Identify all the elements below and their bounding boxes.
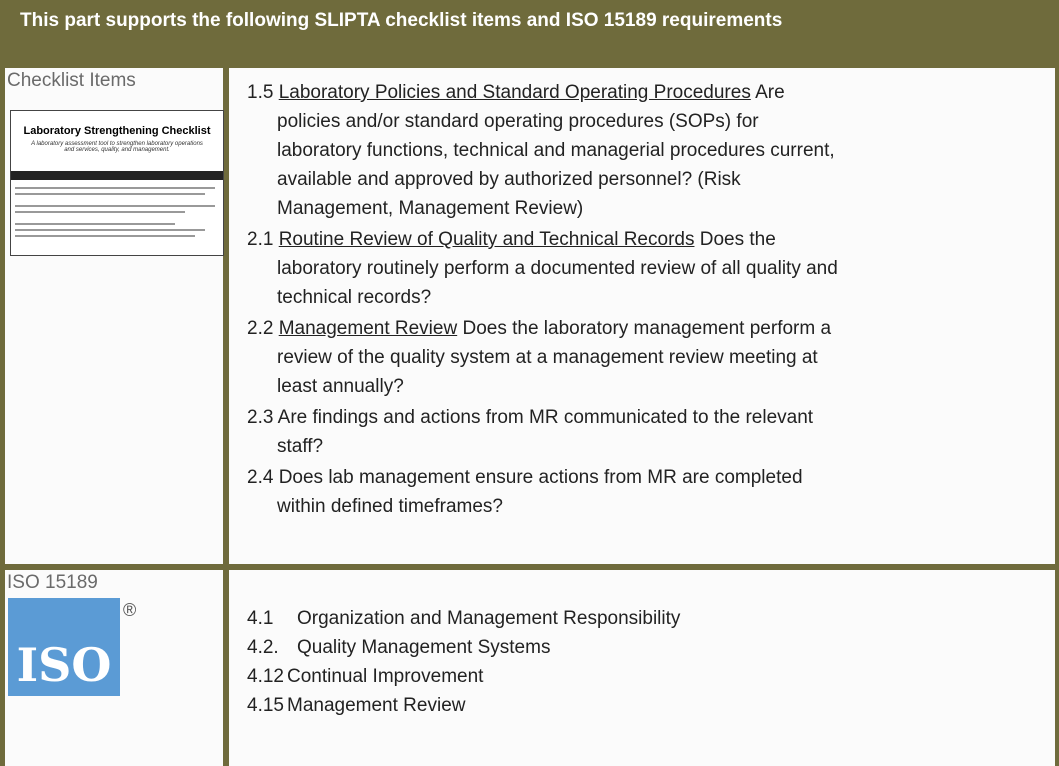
item-number: 4.2. [247,637,279,658]
iso-item: 4.12 Continual Improvement [247,662,947,691]
item-text: Does the laboratory routinely perform a … [277,229,838,308]
thumbnail-line [15,193,205,195]
iso-label: ISO 15189 [7,572,98,593]
item-text: Does the laboratory management perform a… [277,318,832,397]
thumbnail-title: Laboratory Strengthening Checklist [23,125,211,137]
item-title: Laboratory Policies and Standard Operati… [278,82,751,103]
item-text: Management Review [287,695,466,716]
item-text: Quality Management Systems [297,637,551,658]
checklist-items: 1.5 Laboratory Policies and Standard Ope… [247,78,847,523]
iso-item: 4.15 Management Review [247,691,947,720]
item-text: Are findings and actions from MR communi… [277,407,814,457]
iso-items-cell: 4.1 Organization and Management Responsib… [229,570,1055,766]
item-title: Management Review [278,318,458,339]
checklist-item: 2.2 Management Review Does the laborator… [247,314,847,401]
item-text: Does lab management ensure actions from … [277,467,803,517]
item-number: 4.12 [247,666,284,687]
thumbnail-line [15,211,185,213]
item-number: 2.2 [247,318,274,339]
item-number: 1.5 [247,82,274,103]
checklist-item: 2.3 Are findings and actions from MR com… [247,403,847,461]
item-text: Continual Improvement [287,666,484,687]
iso-item: 4.1 Organization and Management Responsib… [247,604,947,633]
thumbnail-line [15,229,205,231]
checklist-item: 2.1 Routine Review of Quality and Techni… [247,225,847,312]
thumbnail-line [15,205,215,207]
item-number: 2.3 [247,407,274,428]
checklist-label: Checklist Items [7,70,136,91]
item-text: Are policies and/or standard operating p… [277,82,835,219]
iso-label-cell: ISO 15189 ISO ® [5,570,223,766]
iso-logo: ISO [8,598,120,696]
item-title: Routine Review of Quality and Technical … [278,229,695,250]
thumbnail-line [15,235,195,237]
iso-registered-mark: ® [123,600,137,620]
thumbnail-line [15,187,215,189]
item-number: 4.1 [247,608,274,629]
item-number: 2.1 [247,229,274,250]
checklist-thumbnail: Laboratory Strengthening Checklist A lab… [10,110,224,256]
checklist-label-cell: Checklist Items Laboratory Strengthening… [5,68,224,564]
checklist-items-cell: 1.5 Laboratory Policies and Standard Ope… [229,68,1055,564]
item-number: 2.4 [247,467,274,488]
iso-items: 4.1 Organization and Management Responsib… [247,604,947,720]
checklist-item: 2.4 Does lab management ensure actions f… [247,463,847,521]
iso-item: 4.2. Quality Management Systems [247,633,947,662]
item-number: 4.15 [247,695,284,716]
thumbnail-bar [11,171,223,180]
thumbnail-line [15,223,175,225]
thumbnail-subtitle: A laboratory assessment tool to strength… [31,141,203,153]
item-text: Organization and Management Responsibili… [297,608,681,629]
checklist-item: 1.5 Laboratory Policies and Standard Ope… [247,78,847,223]
header-title: This part supports the following SLIPTA … [20,10,783,31]
